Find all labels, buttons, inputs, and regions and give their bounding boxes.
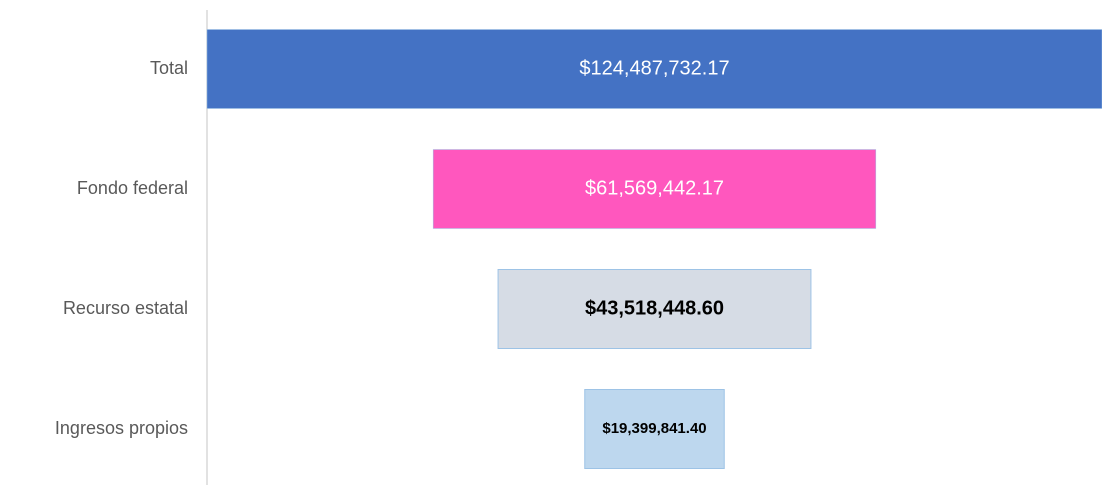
value-label: $61,569,442.17: [585, 177, 724, 199]
bar: [432, 149, 877, 229]
value-label: $43,518,448.60: [585, 297, 724, 319]
category-label: Recurso estatal: [63, 298, 188, 318]
category-label: Total: [150, 58, 188, 78]
value-label: $19,399,841.40: [602, 420, 706, 437]
category-label: Fondo federal: [77, 178, 188, 198]
value-label: $124,487,732.17: [579, 57, 729, 79]
category-label: Ingresos propios: [55, 418, 188, 438]
bar: [584, 389, 725, 469]
bar: [206, 29, 1102, 109]
bar: [497, 269, 812, 349]
